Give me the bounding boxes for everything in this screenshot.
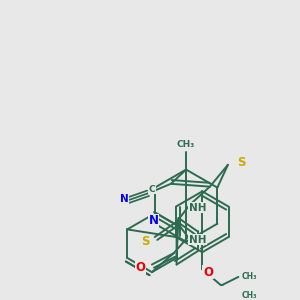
Text: NH: NH [189, 235, 206, 245]
Text: S: S [141, 235, 149, 248]
Text: O: O [136, 261, 146, 274]
Text: CH₃: CH₃ [242, 291, 257, 300]
Text: O: O [203, 266, 213, 279]
Text: N: N [120, 194, 129, 204]
Text: CH₃: CH₃ [177, 140, 195, 149]
Text: NH: NH [189, 202, 206, 213]
Text: CH₃: CH₃ [242, 272, 257, 281]
Text: C: C [148, 185, 155, 194]
Text: S: S [237, 156, 245, 170]
Text: N: N [149, 214, 159, 227]
